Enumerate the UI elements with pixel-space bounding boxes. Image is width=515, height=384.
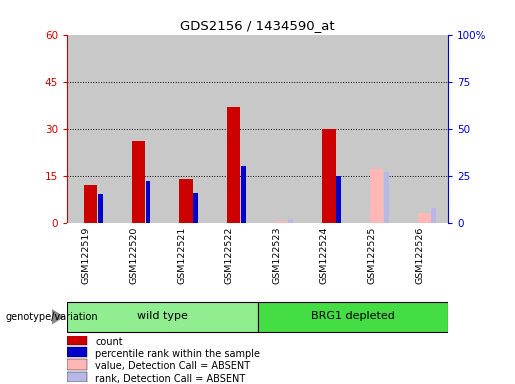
- Bar: [384, 172, 388, 223]
- Bar: [146, 181, 150, 223]
- Bar: [162, 35, 210, 223]
- Text: GSM122524: GSM122524: [320, 227, 329, 284]
- Text: genotype/variation: genotype/variation: [5, 312, 98, 322]
- Text: rank, Detection Call = ABSENT: rank, Detection Call = ABSENT: [95, 374, 246, 384]
- Bar: [98, 195, 102, 223]
- Bar: [227, 107, 241, 223]
- Bar: [210, 35, 258, 223]
- Bar: [336, 176, 341, 223]
- Polygon shape: [52, 309, 64, 325]
- Bar: [193, 193, 198, 223]
- Text: GSM122522: GSM122522: [225, 227, 234, 284]
- Bar: [67, 372, 87, 382]
- Bar: [114, 35, 162, 223]
- Text: GSM122521: GSM122521: [177, 227, 186, 284]
- Bar: [353, 35, 401, 223]
- Bar: [305, 35, 353, 223]
- Bar: [432, 208, 436, 223]
- Bar: [274, 220, 288, 223]
- Bar: [258, 302, 448, 332]
- Text: value, Detection Call = ABSENT: value, Detection Call = ABSENT: [95, 361, 250, 371]
- Bar: [67, 35, 115, 223]
- Bar: [179, 179, 193, 223]
- Bar: [258, 35, 305, 223]
- Bar: [67, 302, 258, 332]
- Bar: [67, 359, 87, 369]
- Bar: [418, 214, 431, 223]
- Text: BRG1 depleted: BRG1 depleted: [311, 311, 394, 321]
- Text: GDS2156 / 1434590_at: GDS2156 / 1434590_at: [180, 19, 335, 32]
- Bar: [67, 334, 87, 345]
- Text: GSM122519: GSM122519: [82, 227, 91, 284]
- Text: GSM122520: GSM122520: [129, 227, 139, 284]
- Bar: [401, 35, 448, 223]
- Bar: [67, 347, 87, 357]
- Text: count: count: [95, 336, 123, 346]
- Bar: [132, 141, 145, 223]
- Text: GSM122526: GSM122526: [415, 227, 424, 284]
- Bar: [288, 219, 293, 223]
- Bar: [84, 185, 97, 223]
- Text: percentile rank within the sample: percentile rank within the sample: [95, 349, 261, 359]
- Text: GSM122523: GSM122523: [272, 227, 281, 284]
- Bar: [322, 129, 336, 223]
- Text: GSM122525: GSM122525: [368, 227, 376, 284]
- Bar: [241, 166, 246, 223]
- Text: wild type: wild type: [137, 311, 187, 321]
- Bar: [370, 169, 383, 223]
